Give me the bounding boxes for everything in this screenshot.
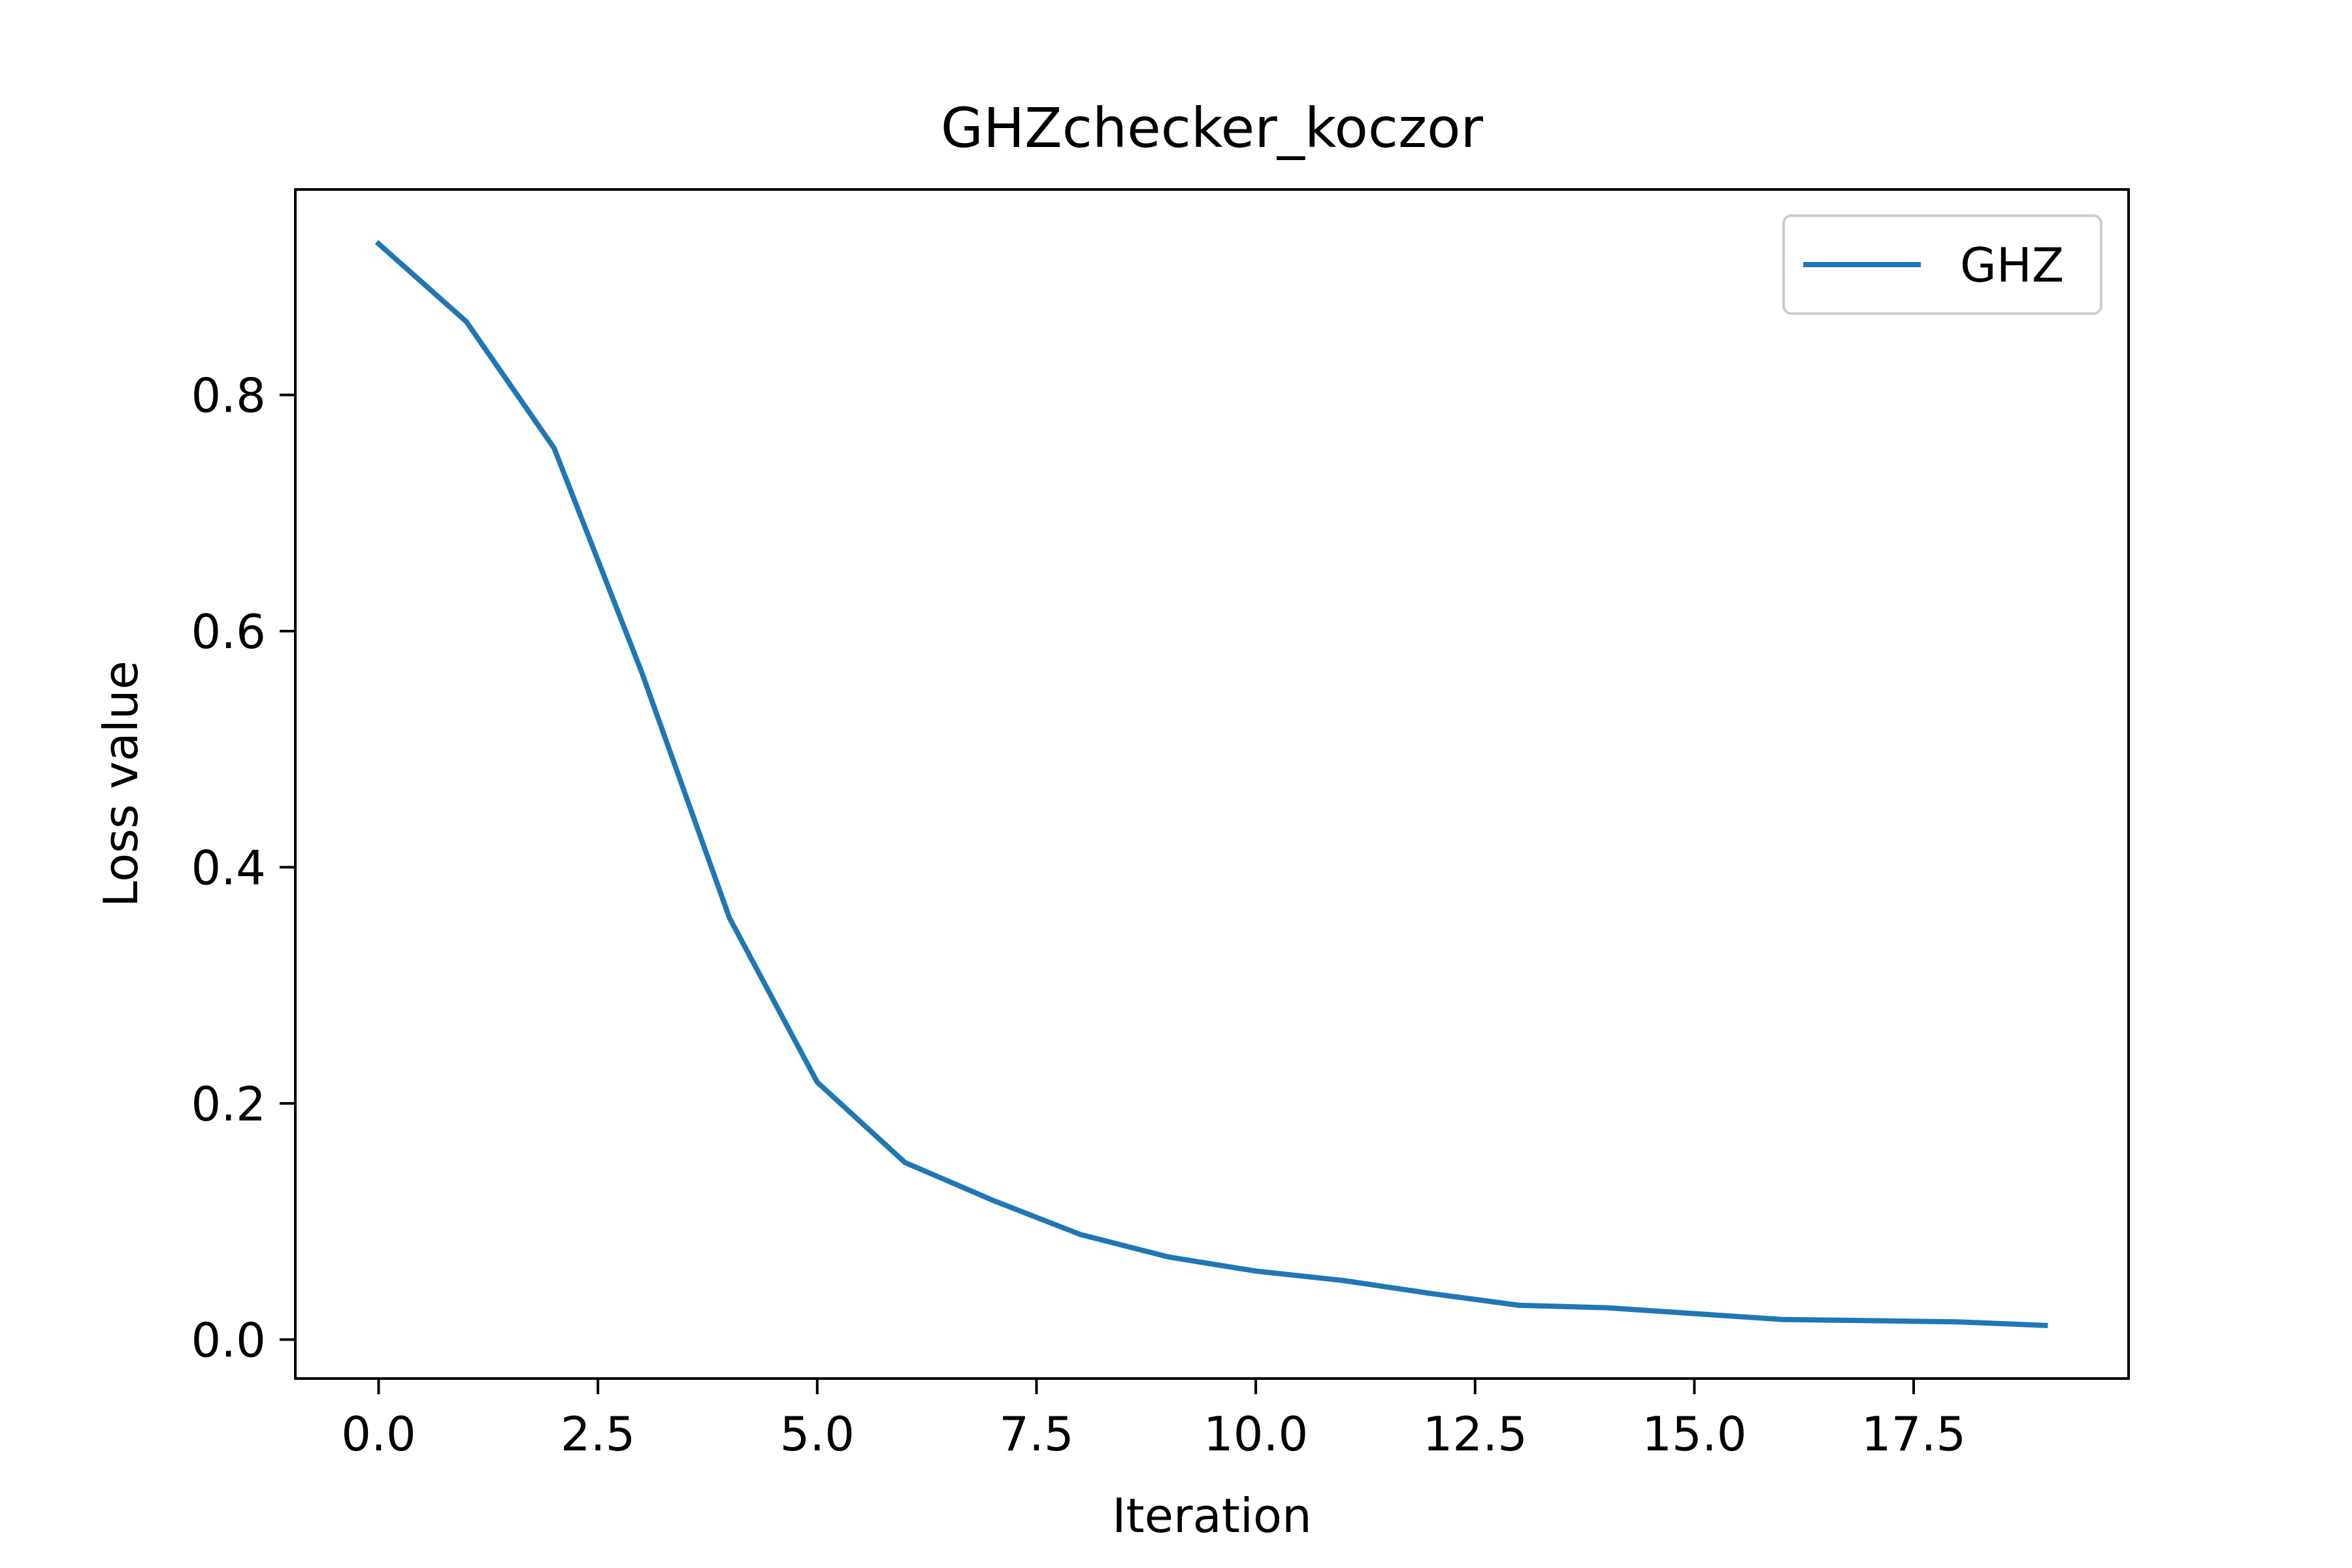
x-tick-label: 10.0 [1203, 1407, 1308, 1462]
series-line-ghz [374, 240, 2048, 1328]
x-tick-label: 2.5 [561, 1407, 636, 1462]
chart-title: GHZchecker_koczor [941, 96, 1484, 160]
y-tick-label: 0.2 [191, 1077, 266, 1132]
axes-frame [294, 188, 2130, 1380]
legend: GHZ [1782, 214, 2102, 315]
plot-area: 0.0 2.5 5.0 7.5 10.0 12.5 15.0 17.5 0.0 0.2 0.4 0.6… [191, 188, 2130, 1462]
y-tick-label: 0.4 [191, 840, 266, 895]
x-tick-label: 17.5 [1861, 1407, 1966, 1462]
legend-label: GHZ [1960, 238, 2064, 293]
legend-box [1782, 214, 2102, 315]
x-axis-label: Iteration [1112, 1488, 1311, 1543]
x-tick-label: 5.0 [780, 1407, 855, 1462]
x-tick-label: 7.5 [999, 1407, 1074, 1462]
y-axis-label: Loss value [93, 661, 148, 907]
y-tick-label: 0.8 [191, 368, 266, 423]
y-tick-label: 0.6 [191, 604, 266, 659]
x-tick-label: 15.0 [1642, 1407, 1746, 1462]
y-tick-label: 0.0 [191, 1313, 266, 1367]
x-tick-label: 0.0 [341, 1407, 416, 1462]
x-tick-label: 12.5 [1423, 1407, 1527, 1462]
